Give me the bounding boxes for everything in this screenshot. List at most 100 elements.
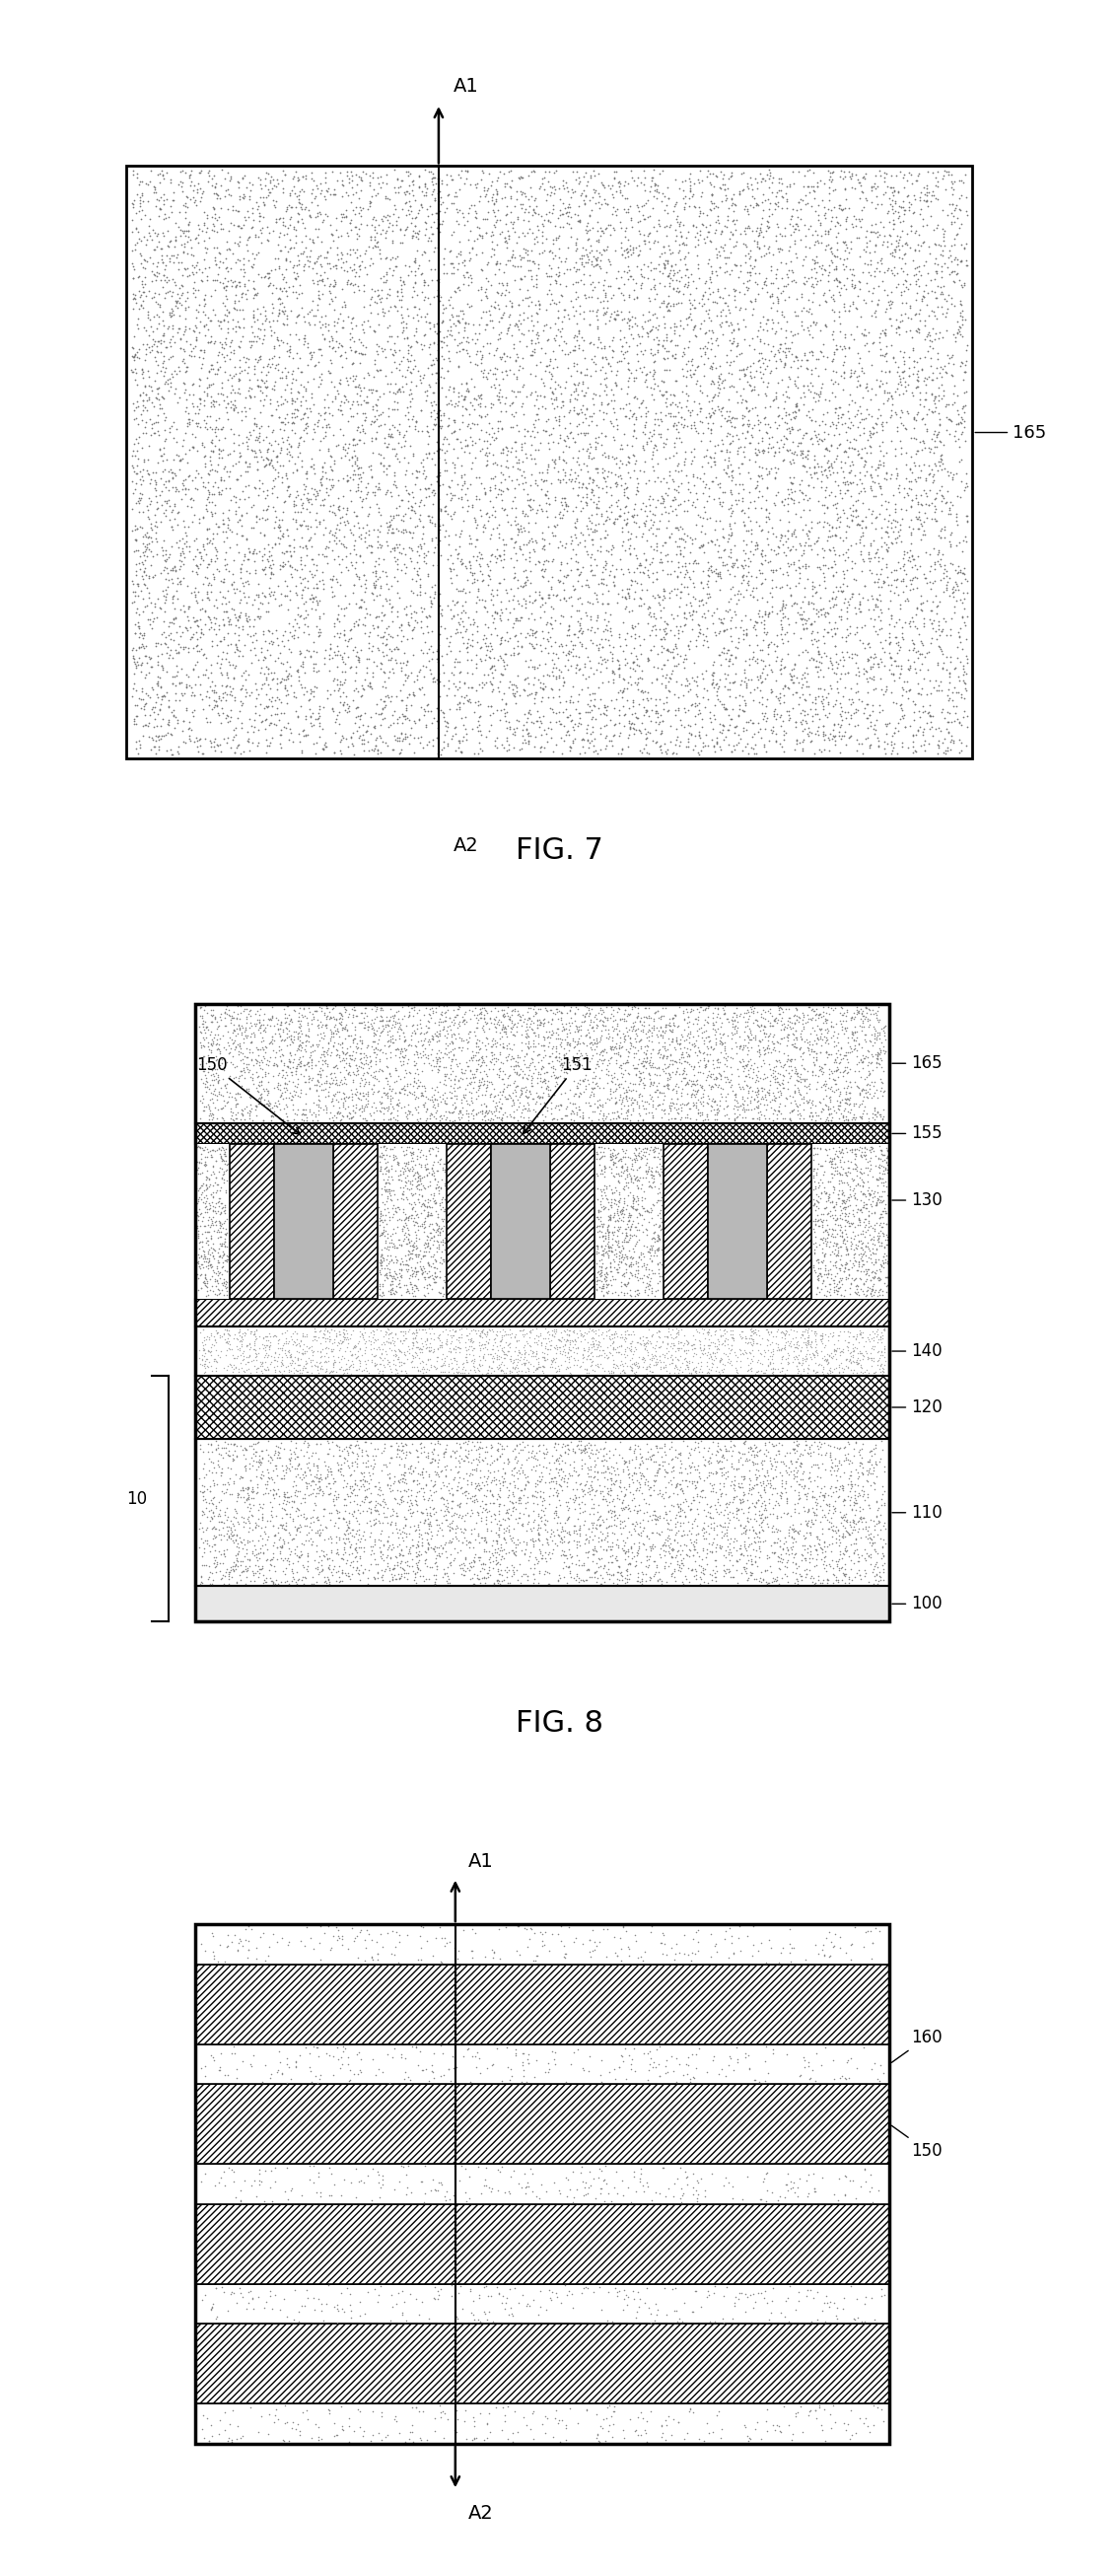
Point (830, 1090, 848, 1131)
Point (204, 433, 222, 474)
Point (818, 1558, 836, 1600)
Point (826, 1149, 844, 1190)
Point (768, 1481, 786, 1522)
Point (772, 1533, 790, 1574)
Point (798, 1337, 816, 1378)
Point (326, 538, 344, 580)
Point (768, 1095, 786, 1136)
Point (706, 211, 724, 252)
Point (641, 1229, 659, 1270)
Point (222, 1435, 239, 1476)
Point (869, 1146, 887, 1188)
Point (406, 410, 424, 451)
Point (205, 1211, 223, 1252)
Point (780, 1015, 798, 1056)
Point (598, 392, 615, 433)
Point (407, 1221, 425, 1262)
Point (516, 495, 534, 536)
Point (547, 1084, 565, 1126)
Point (560, 1041, 577, 1082)
Point (591, 623, 609, 665)
Point (754, 1010, 772, 1051)
Point (303, 1329, 321, 1370)
Point (637, 1437, 655, 1479)
Point (637, 2411, 655, 2452)
Point (167, 265, 185, 307)
Point (767, 340, 784, 381)
Point (431, 2056, 449, 2097)
Point (932, 273, 950, 314)
Point (298, 670, 316, 711)
Point (380, 268, 398, 309)
Point (335, 1321, 352, 1363)
Point (594, 399, 612, 440)
Point (705, 1507, 723, 1548)
Point (547, 2272, 565, 2313)
Point (401, 1170, 419, 1211)
Point (366, 394, 384, 435)
Point (384, 1267, 402, 1309)
Point (255, 1512, 273, 1553)
Point (405, 1198, 423, 1239)
Point (681, 621, 699, 662)
Point (594, 281, 612, 322)
Point (210, 1072, 228, 1113)
Point (680, 1087, 698, 1128)
Point (739, 1321, 756, 1363)
Point (922, 672, 940, 714)
Point (908, 255, 925, 296)
Point (195, 1236, 213, 1278)
Point (493, 1553, 511, 1595)
Point (463, 1092, 481, 1133)
Point (247, 1430, 265, 1471)
Point (398, 1090, 416, 1131)
Point (856, 1020, 874, 1061)
Point (402, 1445, 420, 1486)
Point (554, 1061, 572, 1103)
Point (361, 1324, 379, 1365)
Point (821, 1079, 839, 1121)
Point (650, 1471, 668, 1512)
Point (761, 206, 779, 247)
Point (694, 1082, 712, 1123)
Point (875, 1033, 893, 1074)
Point (274, 1036, 292, 1077)
Point (780, 1054, 798, 1095)
Point (236, 1448, 254, 1489)
Point (204, 379, 222, 420)
Point (508, 304, 526, 345)
Point (392, 1005, 410, 1046)
Point (716, 987, 734, 1028)
Point (211, 165, 229, 206)
Point (762, 250, 780, 291)
Point (756, 386, 774, 428)
Point (208, 685, 226, 726)
Point (407, 1234, 425, 1275)
Point (288, 1535, 305, 1577)
Point (158, 358, 176, 399)
Point (744, 1097, 762, 1139)
Point (253, 371, 271, 412)
Point (449, 2272, 467, 2313)
Point (711, 1463, 728, 1504)
Point (227, 1543, 245, 1584)
Point (401, 1195, 419, 1236)
Point (342, 1533, 360, 1574)
Point (733, 1319, 751, 1360)
Point (700, 1512, 718, 1553)
Point (358, 505, 376, 546)
Point (640, 639, 658, 680)
Point (732, 1025, 750, 1066)
Point (387, 1334, 405, 1376)
Point (389, 1084, 407, 1126)
Point (686, 726, 704, 768)
Point (822, 1005, 840, 1046)
Point (533, 1535, 551, 1577)
Point (395, 1133, 413, 1175)
Point (431, 1425, 449, 1466)
Point (731, 270, 749, 312)
Point (359, 1352, 377, 1394)
Point (900, 649, 918, 690)
Point (429, 1499, 446, 1540)
Point (413, 1453, 431, 1494)
